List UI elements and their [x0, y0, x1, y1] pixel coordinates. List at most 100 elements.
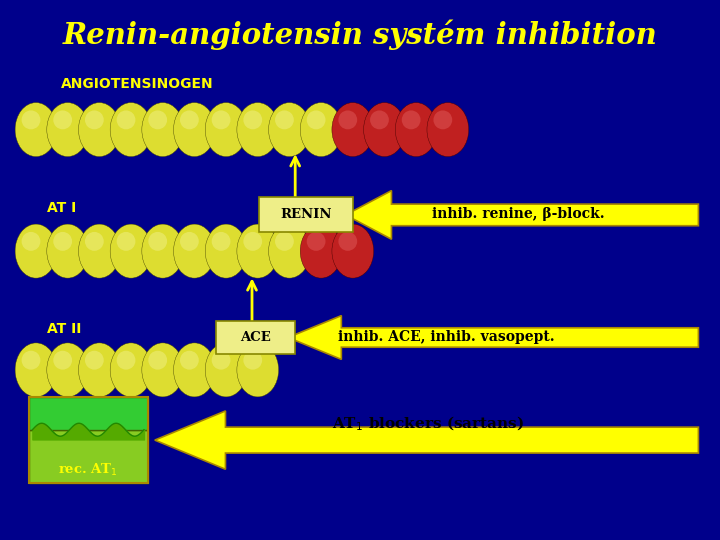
Ellipse shape: [212, 111, 230, 129]
Ellipse shape: [243, 232, 262, 251]
Ellipse shape: [300, 224, 342, 278]
Ellipse shape: [237, 103, 279, 157]
Ellipse shape: [117, 111, 135, 129]
Ellipse shape: [85, 232, 104, 251]
Ellipse shape: [81, 367, 118, 392]
Ellipse shape: [49, 248, 86, 273]
Ellipse shape: [174, 343, 215, 397]
Ellipse shape: [174, 103, 215, 157]
Ellipse shape: [148, 232, 167, 251]
Ellipse shape: [78, 224, 120, 278]
Ellipse shape: [334, 127, 372, 151]
FancyBboxPatch shape: [29, 397, 148, 430]
Ellipse shape: [239, 367, 276, 392]
Ellipse shape: [112, 127, 150, 151]
Ellipse shape: [22, 232, 40, 251]
Polygon shape: [155, 411, 698, 469]
Ellipse shape: [271, 127, 308, 151]
FancyBboxPatch shape: [216, 321, 295, 354]
Ellipse shape: [110, 343, 152, 397]
Ellipse shape: [207, 248, 245, 273]
Ellipse shape: [53, 232, 72, 251]
Polygon shape: [288, 315, 698, 360]
Ellipse shape: [47, 224, 89, 278]
Text: AT II: AT II: [47, 322, 81, 336]
Ellipse shape: [142, 343, 184, 397]
Ellipse shape: [148, 351, 167, 369]
Ellipse shape: [22, 111, 40, 129]
Ellipse shape: [307, 232, 325, 251]
Text: inhib. renine, β-block.: inhib. renine, β-block.: [432, 207, 605, 221]
Ellipse shape: [22, 351, 40, 369]
Ellipse shape: [332, 224, 374, 278]
Ellipse shape: [212, 351, 230, 369]
Ellipse shape: [243, 111, 262, 129]
Text: RENIN: RENIN: [280, 208, 332, 221]
Text: ANGIOTENSINOGEN: ANGIOTENSINOGEN: [61, 77, 214, 91]
Polygon shape: [346, 191, 698, 239]
Ellipse shape: [180, 351, 199, 369]
Ellipse shape: [47, 343, 89, 397]
Ellipse shape: [429, 127, 467, 151]
Ellipse shape: [81, 248, 118, 273]
Ellipse shape: [433, 111, 452, 129]
Ellipse shape: [53, 351, 72, 369]
Ellipse shape: [364, 103, 405, 157]
Ellipse shape: [300, 103, 342, 157]
Text: inhib. ACE, inhib. vasopept.: inhib. ACE, inhib. vasopept.: [338, 330, 554, 344]
Ellipse shape: [85, 111, 104, 129]
Ellipse shape: [427, 103, 469, 157]
Ellipse shape: [402, 111, 420, 129]
Ellipse shape: [338, 232, 357, 251]
Ellipse shape: [144, 248, 181, 273]
Ellipse shape: [85, 351, 104, 369]
Text: rec. AT$_1$: rec. AT$_1$: [58, 462, 118, 478]
Ellipse shape: [207, 127, 245, 151]
FancyBboxPatch shape: [259, 197, 353, 232]
Ellipse shape: [176, 367, 213, 392]
Ellipse shape: [269, 224, 310, 278]
Ellipse shape: [49, 127, 86, 151]
Ellipse shape: [334, 248, 372, 273]
Ellipse shape: [117, 232, 135, 251]
Ellipse shape: [239, 248, 276, 273]
Ellipse shape: [395, 103, 437, 157]
Ellipse shape: [366, 127, 403, 151]
Ellipse shape: [17, 248, 55, 273]
Ellipse shape: [269, 103, 310, 157]
Ellipse shape: [176, 248, 213, 273]
Ellipse shape: [302, 248, 340, 273]
Text: Renin-angiotensin systém inhibition: Renin-angiotensin systém inhibition: [63, 20, 657, 50]
Ellipse shape: [243, 351, 262, 369]
Ellipse shape: [17, 367, 55, 392]
Ellipse shape: [78, 103, 120, 157]
Ellipse shape: [53, 111, 72, 129]
Ellipse shape: [180, 232, 199, 251]
Ellipse shape: [302, 127, 340, 151]
Ellipse shape: [144, 367, 181, 392]
Ellipse shape: [176, 127, 213, 151]
Ellipse shape: [207, 367, 245, 392]
Ellipse shape: [110, 103, 152, 157]
Ellipse shape: [47, 103, 89, 157]
Ellipse shape: [212, 232, 230, 251]
Ellipse shape: [142, 103, 184, 157]
Ellipse shape: [148, 111, 167, 129]
Ellipse shape: [307, 111, 325, 129]
Text: ACE: ACE: [240, 331, 271, 344]
Ellipse shape: [237, 224, 279, 278]
Ellipse shape: [78, 343, 120, 397]
Ellipse shape: [144, 127, 181, 151]
Ellipse shape: [49, 367, 86, 392]
Ellipse shape: [271, 248, 308, 273]
Ellipse shape: [110, 224, 152, 278]
Ellipse shape: [112, 367, 150, 392]
Ellipse shape: [332, 103, 374, 157]
Ellipse shape: [237, 343, 279, 397]
Ellipse shape: [370, 111, 389, 129]
Ellipse shape: [205, 343, 247, 397]
Ellipse shape: [239, 127, 276, 151]
FancyBboxPatch shape: [29, 430, 148, 483]
Ellipse shape: [205, 224, 247, 278]
Ellipse shape: [117, 351, 135, 369]
